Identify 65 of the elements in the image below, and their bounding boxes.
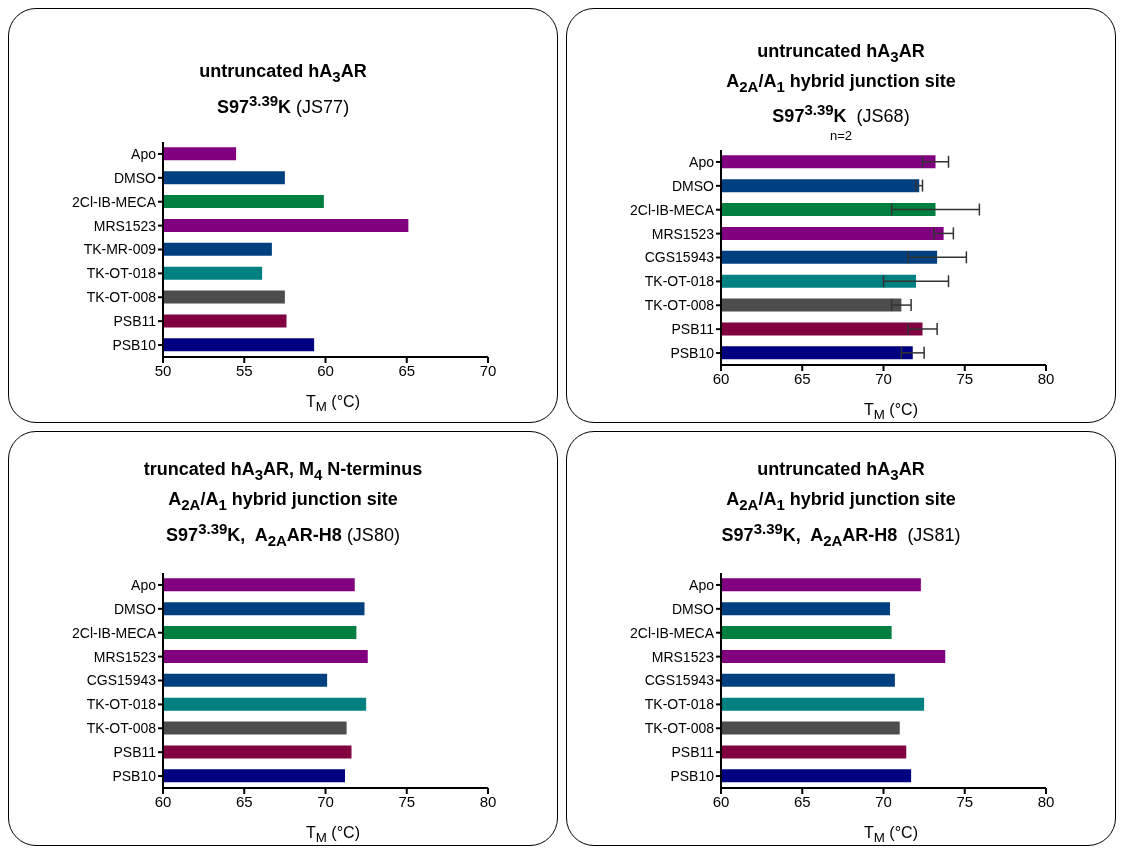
chart-title: untruncated hA$_{3}$AR A$_{2A}$/A$_{1}$ hybrid junction site S97$^{3.39}$K, A$_{2A}$AR-H8 (JS81) xyxy=(721,459,961,549)
y-tick-label: Apo xyxy=(689,576,715,593)
y-tick-label: TK-OT-008 xyxy=(86,289,157,306)
y-tick-label: CGS15943 xyxy=(644,672,715,689)
x-tick-label: 65 xyxy=(793,792,811,810)
y-tick-label: PSB10 xyxy=(112,337,157,354)
x-tick-label: 65 xyxy=(398,361,416,379)
y-tick-label: PSB10 xyxy=(670,767,715,784)
y-tick-label: TK-OT-018 xyxy=(644,273,715,290)
y-tick-label: CGS15943 xyxy=(644,249,715,266)
chart-title: untruncated hA$_{3}$AR S97$^{3.39}$K (JS77) xyxy=(199,61,367,117)
x-axis-title: T$_{M}$ (°C) xyxy=(864,400,918,422)
y-tick-label: PSB11 xyxy=(671,743,715,760)
x-tick-label: 75 xyxy=(956,792,974,810)
y-tick-label: TK-OT-008 xyxy=(644,720,715,737)
y-tick-label: TK-OT-008 xyxy=(644,297,715,314)
x-tick-label: 80 xyxy=(1037,369,1055,387)
y-tick-label: MRS1523 xyxy=(651,225,715,242)
y-tick-label: PSB10 xyxy=(112,767,157,784)
y-tick-label: TK-OT-008 xyxy=(86,720,157,737)
y-tick-label: TK-OT-018 xyxy=(86,696,157,713)
y-tick-label: PSB11 xyxy=(113,743,157,760)
y-tick-label: Apo xyxy=(689,153,715,170)
x-axis-title: T$_{M}$ (°C) xyxy=(306,823,360,845)
y-tick-label: 2Cl-IB-MECA xyxy=(629,201,715,218)
y-tick-label: TK-OT-018 xyxy=(644,696,715,713)
y-tick-label: MRS1523 xyxy=(93,217,157,234)
y-tick-label: 2Cl-IB-MECA xyxy=(629,624,715,641)
y-tick-label: DMSO xyxy=(672,177,715,194)
y-tick-label: PSB11 xyxy=(113,313,157,330)
x-axis-title: T$_{M}$ (°C) xyxy=(864,823,918,845)
y-tick-label: MRS1523 xyxy=(93,648,157,665)
y-tick-label: DMSO xyxy=(672,600,715,617)
y-tick-label: Apo xyxy=(131,576,157,593)
y-tick-label: 2Cl-IB-MECA xyxy=(71,624,157,641)
chart-title: truncated hA$_{3}$AR, M$_{4}$ N-terminus A$_{2A}$/A$_{1}$ hybrid junction site S97$^{3.39}$K, A$_{2A}$AR-H8 (JS80) xyxy=(143,459,423,549)
y-tick-label: CGS15943 xyxy=(86,672,157,689)
y-tick-label: Apo xyxy=(131,145,157,162)
x-tick-label: 70 xyxy=(479,361,497,379)
y-tick-label: DMSO xyxy=(114,169,157,186)
chart-subtitle: n=2 xyxy=(829,128,853,145)
x-tick-label: 70 xyxy=(875,369,892,387)
x-tick-label: 70 xyxy=(875,792,892,810)
x-tick-label: 50 xyxy=(154,361,172,379)
x-tick-label: 60 xyxy=(154,792,172,810)
x-tick-label: 60 xyxy=(317,361,334,379)
y-tick-label: PSB11 xyxy=(671,320,715,337)
x-tick-label: 70 xyxy=(317,792,334,810)
x-tick-label: 55 xyxy=(235,361,253,379)
x-tick-label: 60 xyxy=(712,369,730,387)
y-tick-label: DMSO xyxy=(114,600,157,617)
x-axis-title: T$_{M}$ (°C) xyxy=(306,393,360,415)
x-tick-label: 75 xyxy=(398,792,416,810)
y-tick-label: MRS1523 xyxy=(651,648,715,665)
y-tick-label: PSB10 xyxy=(670,344,715,361)
x-tick-label: 60 xyxy=(712,792,730,810)
x-tick-label: 80 xyxy=(479,792,497,810)
x-tick-label: 65 xyxy=(793,369,811,387)
y-tick-label: TK-OT-018 xyxy=(86,265,157,282)
y-tick-label: TK-MR-009 xyxy=(83,241,157,258)
x-tick-label: 65 xyxy=(235,792,253,810)
x-tick-label: 75 xyxy=(956,369,974,387)
x-tick-label: 80 xyxy=(1037,792,1055,810)
chart-title: untruncated hA$_{3}$AR A$_{2A}$/A$_{1}$ hybrid junction site S97$^{3.39}$K (JS68) xyxy=(726,41,956,127)
y-tick-label: 2Cl-IB-MECA xyxy=(71,193,157,210)
